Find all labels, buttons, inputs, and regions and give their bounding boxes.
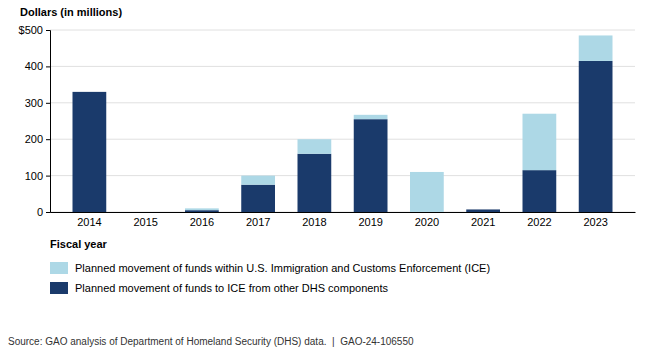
x-tick-label: 2016	[190, 216, 214, 228]
x-tick: 2016	[190, 216, 214, 228]
y-tick-label: 0	[37, 206, 43, 218]
x-tick-label: 2021	[471, 216, 495, 228]
x-tick-label: 2023	[583, 216, 607, 228]
source: Source: GAO analysis of Department of Ho…	[8, 336, 414, 347]
bar	[241, 176, 275, 185]
legend-item: Planned movement of funds within U.S. Im…	[50, 262, 490, 274]
bar	[129, 212, 163, 213]
legend-label: Planned movement of funds to ICE from ot…	[75, 282, 389, 294]
bar	[579, 35, 613, 60]
x-tick: 2017	[246, 216, 270, 228]
y-tick-mark	[46, 66, 50, 67]
chart: 0100200300400$50020142015201620172018201…	[0, 0, 650, 355]
y-axis-title: Dollars (in millions)	[20, 6, 122, 18]
y-tick: 400	[25, 60, 50, 72]
grid-line	[50, 30, 635, 31]
bar	[354, 119, 388, 212]
y-tick-mark	[46, 176, 50, 177]
y-tick-mark	[46, 212, 50, 213]
x-tick-label: 2017	[246, 216, 270, 228]
y-tick-label: 400	[25, 60, 43, 72]
y-tick-mark	[46, 30, 50, 31]
legend-item: Planned movement of funds to ICE from ot…	[50, 282, 389, 294]
bar	[129, 212, 163, 213]
x-tick-label: 2020	[415, 216, 439, 228]
bar	[410, 172, 444, 212]
x-tick-label: 2015	[133, 216, 157, 228]
y-tick: 300	[25, 97, 50, 109]
y-axis: 0 100 200 300 400 $500	[19, 24, 51, 218]
bar	[354, 115, 388, 119]
x-tick-label: 2019	[358, 216, 382, 228]
y-tick-mark	[46, 103, 50, 104]
x-axis: 2014 2015 2016 2017 2018 2019 2020 2021 2022 2023	[51, 213, 636, 228]
y-tick-label: 300	[25, 97, 43, 109]
bar	[523, 170, 557, 212]
x-tick: 2019	[358, 216, 382, 228]
x-tick: 2014	[77, 216, 101, 228]
bar	[523, 114, 557, 170]
y-tick-mark	[46, 139, 50, 140]
bar	[73, 92, 107, 212]
x-tick: 2018	[302, 216, 326, 228]
legend-label: Planned movement of funds within U.S. Im…	[75, 262, 490, 274]
y-tick: 200	[25, 133, 50, 145]
grid-line	[50, 102, 635, 103]
legend: Planned movement of funds within U.S. Im…	[50, 262, 490, 294]
bar	[185, 208, 219, 210]
grid	[50, 30, 635, 212]
x-axis-line	[51, 212, 636, 213]
bar	[466, 209, 500, 212]
y-tick-label: 200	[25, 133, 43, 145]
x-tick-label: 2022	[527, 216, 551, 228]
series	[73, 61, 613, 212]
x-tick: 2022	[527, 216, 551, 228]
bar	[579, 61, 613, 212]
y-axis-line	[46, 31, 51, 213]
x-tick: 2021	[471, 216, 495, 228]
bar	[73, 91, 107, 92]
y-tick: 0	[37, 206, 50, 218]
x-tick-label: 2014	[77, 216, 101, 228]
legend-swatch	[50, 262, 68, 274]
y-tick: 100	[25, 170, 50, 182]
x-tick-label: 2018	[302, 216, 326, 228]
legend-swatch	[50, 282, 68, 294]
bar	[241, 185, 275, 212]
x-tick: 2020	[415, 216, 439, 228]
bar	[185, 210, 219, 212]
y-tick: $500	[19, 24, 50, 36]
grid-line	[50, 66, 635, 67]
x-axis-title: Fiscal year	[50, 238, 108, 250]
y-tick-label: 100	[25, 170, 43, 182]
bars	[73, 35, 613, 212]
y-tick-label: $500	[19, 24, 43, 36]
x-tick: 2023	[583, 216, 607, 228]
bar	[298, 139, 332, 154]
x-tick: 2015	[133, 216, 157, 228]
series	[185, 35, 613, 212]
bar	[298, 154, 332, 212]
bar	[466, 209, 500, 210]
